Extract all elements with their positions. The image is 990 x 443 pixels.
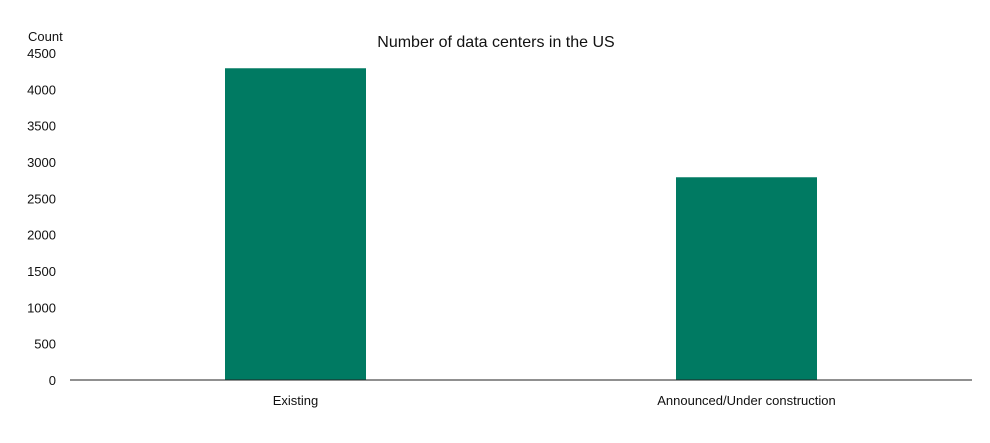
y-tick-label: 0	[49, 373, 56, 388]
y-tick-label: 500	[34, 337, 56, 352]
y-tick-label: 2000	[27, 228, 56, 243]
y-tick-label: 4500	[27, 46, 56, 61]
bars	[225, 68, 817, 380]
bar-announced-under-construction	[676, 177, 817, 380]
x-tick-label: Announced/Under construction	[657, 393, 836, 408]
x-axis-labels: Existing Announced/Under construction	[273, 393, 836, 408]
y-tick-label: 1500	[27, 264, 56, 279]
y-axis-ticks: 0 500 1000 1500 2000 2500 3000 3500 4000 4500	[27, 46, 56, 388]
y-tick-label: 4000	[27, 82, 56, 97]
x-tick-label: Existing	[273, 393, 319, 408]
chart-title: Number of data centers in the US	[377, 34, 614, 51]
y-tick-label: 2500	[27, 191, 56, 206]
y-tick-label: 1000	[27, 300, 56, 315]
y-tick-label: 3000	[27, 155, 56, 170]
y-tick-label: 3500	[27, 119, 56, 134]
bar-existing	[225, 68, 366, 380]
y-axis-label: Count	[28, 29, 63, 44]
